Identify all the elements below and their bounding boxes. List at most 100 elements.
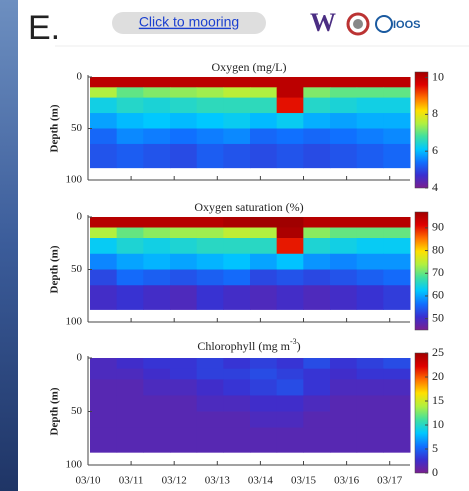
heat-cell bbox=[116, 238, 144, 255]
heat-cell bbox=[170, 143, 198, 169]
panel-label: E. bbox=[28, 9, 60, 47]
heat-cell bbox=[196, 128, 224, 145]
heat-cell bbox=[223, 285, 251, 310]
heat-cell bbox=[250, 285, 278, 310]
heat-cell bbox=[356, 358, 384, 370]
heat-cell bbox=[383, 285, 411, 310]
heat-cell bbox=[383, 427, 411, 453]
heat-cell bbox=[90, 77, 118, 88]
heat-cell bbox=[223, 128, 251, 145]
heat-cell bbox=[250, 368, 278, 380]
heat-cell bbox=[303, 269, 331, 286]
heat-cell bbox=[223, 358, 251, 370]
heat-cell bbox=[116, 217, 144, 228]
heat-cell bbox=[196, 269, 224, 286]
heat-cell bbox=[250, 77, 278, 88]
heat-cell bbox=[303, 143, 331, 169]
heat-cell bbox=[223, 395, 251, 412]
heat-cell bbox=[223, 97, 251, 114]
heat-cell bbox=[90, 269, 118, 286]
heat-cell bbox=[90, 358, 118, 370]
heat-cell bbox=[196, 427, 224, 453]
heat-cell bbox=[276, 411, 304, 429]
heat-cell bbox=[276, 87, 304, 99]
heat-cell bbox=[250, 238, 278, 255]
logo-ioos: IOOS bbox=[393, 19, 421, 31]
heat-cell bbox=[303, 77, 331, 88]
heat-cell bbox=[196, 143, 224, 169]
heat-cell bbox=[196, 238, 224, 255]
heat-cell bbox=[356, 285, 384, 310]
heat-cell bbox=[303, 217, 331, 228]
heat-cell bbox=[383, 379, 411, 396]
colorbar-tick-label: 25 bbox=[432, 345, 444, 359]
x-tick-label: 03/17 bbox=[377, 475, 403, 487]
y-tick-label: 50 bbox=[71, 405, 83, 417]
button-link[interactable]: Click to mooring bbox=[139, 14, 239, 30]
heat-cell bbox=[116, 269, 144, 286]
mooring-button[interactable]: Click to mooring bbox=[112, 12, 266, 34]
heat-cell bbox=[330, 253, 358, 270]
colorbar-tick-label: 4 bbox=[432, 180, 438, 194]
heat-cell bbox=[170, 358, 198, 370]
heat-cell bbox=[383, 87, 411, 99]
heat-cell bbox=[383, 217, 411, 228]
colorbar-tick-label: 90 bbox=[432, 220, 444, 234]
heat-cell bbox=[383, 113, 411, 129]
chart-title: Oxygen saturation (%) bbox=[194, 200, 303, 214]
heat-cell bbox=[303, 97, 331, 114]
heat-cell bbox=[276, 217, 304, 228]
heat-cell bbox=[356, 217, 384, 228]
heat-cell bbox=[170, 128, 198, 145]
heat-cell bbox=[356, 143, 384, 169]
heat-cell bbox=[383, 128, 411, 145]
y-tick-label: 0 bbox=[77, 352, 83, 364]
heat-cell bbox=[330, 217, 358, 228]
heat-cell bbox=[330, 87, 358, 99]
heat-cell bbox=[170, 113, 198, 129]
heat-cell bbox=[330, 368, 358, 380]
heat-cell bbox=[330, 77, 358, 88]
heat-cell bbox=[356, 253, 384, 270]
heat-cell bbox=[356, 238, 384, 255]
heat-cell bbox=[170, 285, 198, 310]
heat-cell bbox=[90, 217, 118, 228]
heat-cell bbox=[90, 285, 118, 310]
heat-cell bbox=[143, 395, 171, 412]
heat-cell bbox=[276, 97, 304, 114]
heat-cell bbox=[196, 368, 224, 380]
heat-cell bbox=[330, 395, 358, 412]
button-bg[interactable] bbox=[112, 12, 266, 34]
heat-cell bbox=[116, 358, 144, 370]
heat-cell bbox=[90, 113, 118, 129]
colorbar-tick-label: 60 bbox=[432, 288, 444, 302]
heat-cell bbox=[223, 77, 251, 88]
colorbar-tick-label: 70 bbox=[432, 265, 444, 279]
heat-cell bbox=[170, 253, 198, 270]
colorbar-tick-label: 80 bbox=[432, 242, 444, 256]
logo-w: W bbox=[310, 8, 336, 37]
heat-cell bbox=[250, 97, 278, 114]
heat-cell bbox=[330, 128, 358, 145]
colorbar-tick-label: 20 bbox=[432, 369, 444, 383]
colorbar-tick-label: 10 bbox=[432, 417, 444, 431]
heat-cell bbox=[116, 77, 144, 88]
heat-cell bbox=[196, 113, 224, 129]
heat-cell bbox=[116, 285, 144, 310]
heat-cell bbox=[383, 253, 411, 270]
title-end: ) bbox=[297, 339, 301, 353]
x-tick-label: 03/12 bbox=[162, 475, 187, 487]
heat-cell bbox=[356, 395, 384, 412]
heat-cell bbox=[330, 97, 358, 114]
heat-cell bbox=[330, 113, 358, 129]
heat-cell bbox=[116, 395, 144, 412]
heat-cell bbox=[276, 253, 304, 270]
x-tick-label: 03/14 bbox=[248, 475, 274, 487]
heat-cell bbox=[116, 379, 144, 396]
heat-cell bbox=[143, 285, 171, 310]
heat-cell bbox=[196, 97, 224, 114]
heat-cell bbox=[303, 379, 331, 396]
heat-cell bbox=[223, 411, 251, 429]
heat-cell bbox=[90, 128, 118, 145]
heat-cell bbox=[276, 285, 304, 310]
